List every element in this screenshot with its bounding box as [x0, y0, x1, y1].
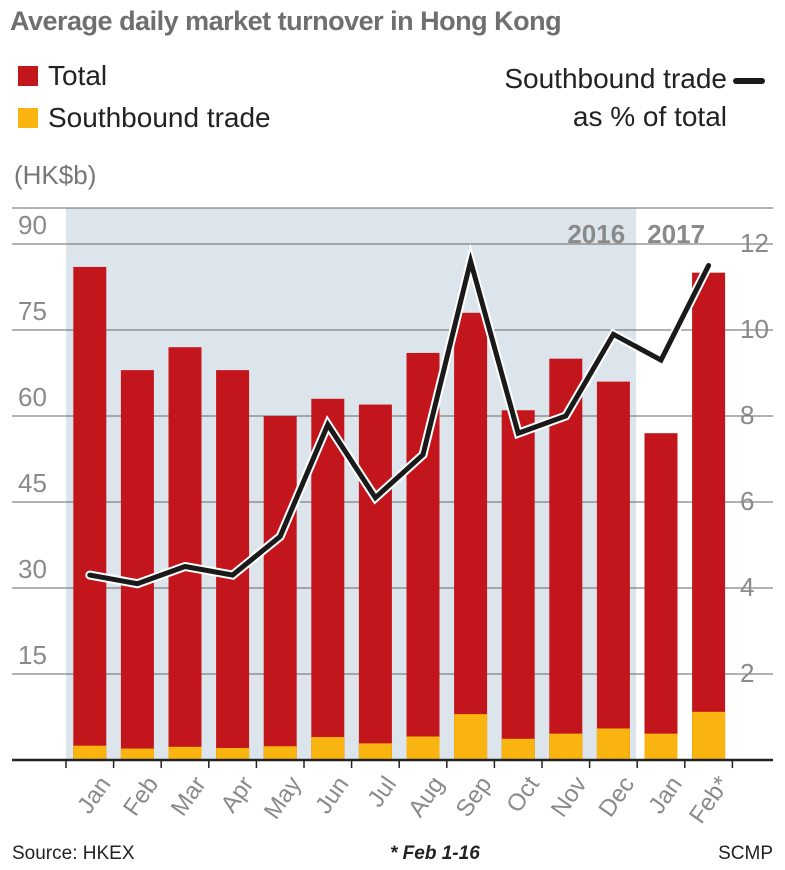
- y-right-tick-label: 2: [740, 658, 754, 688]
- southbound-bar: [263, 746, 297, 760]
- southbound-bar: [120, 748, 154, 760]
- x-tick-label: Oct: [501, 771, 545, 817]
- legend-southbound-label: Southbound trade: [48, 102, 271, 133]
- chart-title: Average daily market turnover in Hong Ko…: [10, 6, 562, 36]
- y-right-tick-label: 4: [740, 572, 754, 602]
- legend-line-label-1: Southbound trade: [504, 63, 727, 94]
- x-tick-label: Dec: [593, 772, 640, 822]
- footnote: * Feb 1-16: [390, 843, 480, 864]
- southbound-swatch: [18, 108, 38, 128]
- y-left-tick-label: 60: [18, 382, 47, 412]
- southbound-bar: [311, 737, 345, 760]
- southbound-bar: [644, 733, 678, 760]
- x-tick-label: Feb*: [684, 772, 735, 829]
- legend-total: Total: [18, 60, 107, 92]
- x-tick-label: Jan: [643, 772, 687, 819]
- southbound-bar: [168, 746, 202, 760]
- total-bar: [73, 266, 107, 760]
- year-label-2016: 2016: [567, 219, 625, 249]
- southbound-bar: [406, 736, 440, 760]
- source-note: Source: HKEX: [12, 843, 135, 864]
- total-bar: [263, 416, 297, 760]
- southbound-bar: [454, 714, 488, 760]
- x-tick-label: Apr: [216, 772, 260, 818]
- southbound-bar: [549, 733, 583, 760]
- y-left-tick-label: 45: [18, 468, 47, 498]
- y-right-tick-label: 10: [740, 314, 769, 344]
- total-bar: [358, 404, 392, 760]
- legend-southbound: Southbound trade: [18, 102, 271, 134]
- total-bar: [168, 347, 202, 760]
- total-bar: [596, 381, 630, 760]
- y-right-tick-label: 6: [740, 486, 754, 516]
- x-tick-label: Aug: [403, 772, 450, 822]
- x-tick-label: Jun: [310, 772, 354, 819]
- total-bar: [644, 433, 678, 760]
- southbound-bar: [216, 747, 250, 760]
- southbound-bar: [596, 728, 630, 760]
- y-left-tick-label: 90: [18, 210, 47, 240]
- x-tick-label: Feb: [118, 772, 164, 821]
- y-axis-unit-label: (HK$b): [14, 160, 97, 190]
- x-tick-label: Sep: [451, 772, 498, 822]
- y-right-tick-label: 8: [740, 400, 754, 430]
- credit: SCMP: [718, 843, 773, 864]
- y-left-tick-label: 30: [18, 554, 47, 584]
- southbound-bar: [358, 743, 392, 760]
- shaded-2016-region: [66, 208, 637, 760]
- total-bar: [120, 370, 154, 760]
- x-tick-label: Nov: [546, 772, 593, 822]
- x-tick-label: May: [259, 772, 307, 825]
- x-tick-label: Jul: [362, 772, 402, 813]
- legend-line-label-2: as % of total: [572, 101, 727, 132]
- total-bar: [501, 410, 535, 760]
- legend-percent-line: Southbound trade as % of total: [504, 60, 765, 136]
- total-bar: [454, 312, 488, 760]
- southbound-bar: [692, 711, 726, 760]
- x-tick-label: Jan: [72, 772, 116, 819]
- total-bar: [692, 272, 726, 760]
- southbound-bar: [501, 738, 535, 760]
- x-tick-label: Mar: [166, 772, 212, 821]
- line-swatch: [733, 77, 765, 84]
- total-swatch: [18, 66, 38, 86]
- y-left-tick-label: 75: [18, 296, 47, 326]
- year-label-2017: 2017: [647, 219, 705, 249]
- total-bar: [549, 358, 583, 760]
- percent-line: [87, 251, 712, 587]
- southbound-bar: [73, 745, 107, 760]
- legend-total-label: Total: [48, 60, 108, 91]
- y-right-tick-label: 12: [740, 228, 769, 258]
- y-left-tick-label: 15: [18, 640, 47, 670]
